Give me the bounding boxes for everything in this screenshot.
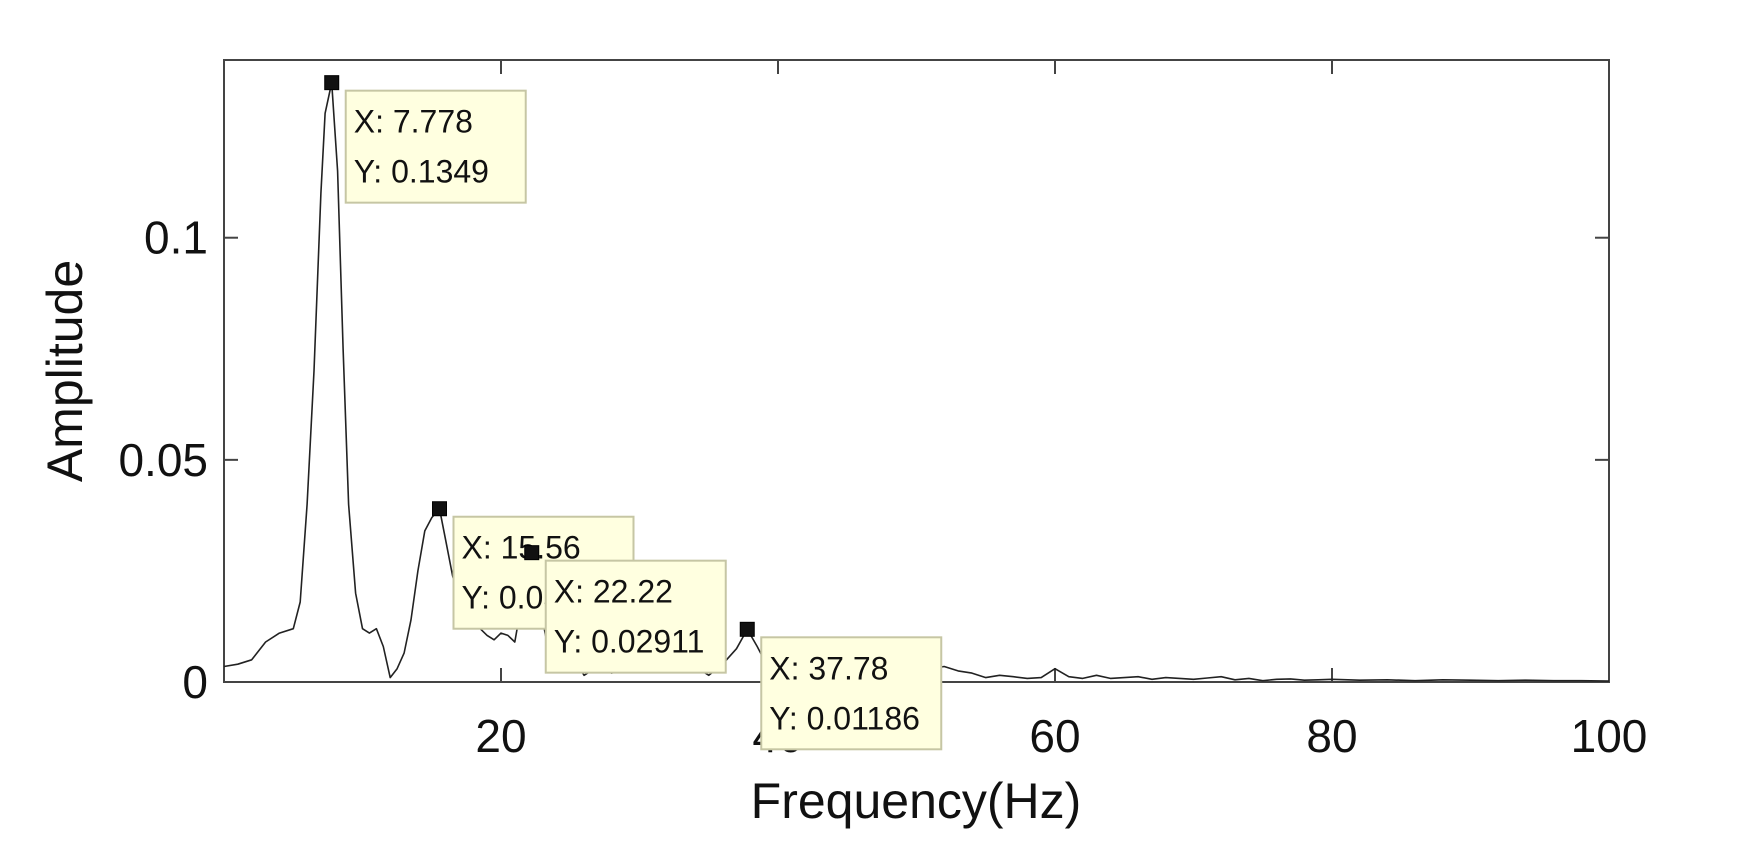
datatip[interactable]: X: 7.778 Y: 0.1349 [324, 75, 527, 204]
x-tick-label: 20 [475, 710, 526, 762]
x-tick-label: 80 [1306, 710, 1357, 762]
datatip-marker[interactable] [324, 75, 340, 91]
y-tick-label: 0 [182, 656, 208, 708]
datatip[interactable]: X: 37.78 Y: 0.01186 [739, 621, 943, 751]
y-tick-label: 0.1 [144, 212, 208, 264]
datatip-box [760, 636, 943, 751]
datatip-x-text: X: 22.22 [554, 574, 673, 610]
x-tick-label: 100 [1571, 710, 1648, 762]
datatip-y-text: Y: 0.1349 [354, 154, 489, 190]
datatip-y-text: Y: 0.02911 [554, 624, 705, 660]
x-tick-label: 60 [1029, 710, 1080, 762]
datatip[interactable]: X: 22.22 Y: 0.02911 [524, 545, 727, 674]
y-axis-title: Amplitude [37, 260, 93, 482]
datatip-box [544, 559, 727, 674]
datatip-marker[interactable] [432, 501, 448, 517]
datatip-marker[interactable] [739, 621, 755, 637]
x-axis-title: Frequency(Hz) [751, 773, 1082, 829]
datatip-marker[interactable] [524, 545, 540, 561]
datatip-y-text: Y: 0.01186 [769, 700, 920, 736]
datatip-x-text: X: 7.778 [354, 104, 473, 140]
datatip-box [344, 89, 527, 204]
datatip-x-text: X: 37.78 [769, 650, 888, 686]
y-tick-label: 0.05 [118, 434, 208, 486]
